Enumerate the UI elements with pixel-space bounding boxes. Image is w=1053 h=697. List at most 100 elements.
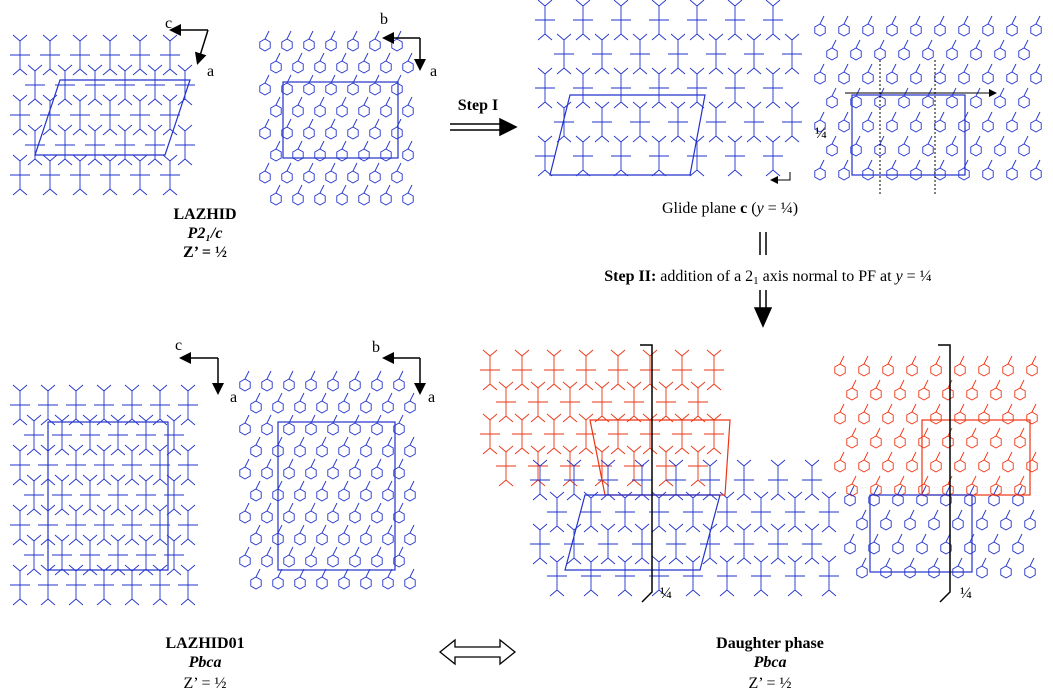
molecule-part bbox=[935, 160, 945, 180]
molecule-part bbox=[875, 40, 885, 60]
molecule-part bbox=[392, 163, 402, 183]
molecule-part bbox=[282, 163, 292, 183]
molecule-part bbox=[905, 510, 915, 530]
molecule-part bbox=[262, 459, 272, 479]
molecule-part bbox=[381, 185, 391, 205]
quarter-label: ¼ bbox=[815, 125, 827, 142]
molecule-part bbox=[983, 160, 993, 180]
molecule-part bbox=[512, 414, 532, 454]
molecule-part bbox=[683, 556, 703, 596]
molecule-part bbox=[887, 16, 897, 36]
molecule-part bbox=[923, 40, 933, 60]
molecule-part bbox=[328, 547, 338, 567]
molecule-part bbox=[350, 503, 360, 523]
molecule-part bbox=[251, 481, 261, 501]
molecule-part bbox=[768, 460, 788, 500]
molecule-part bbox=[905, 558, 915, 578]
molecule-part bbox=[295, 437, 305, 457]
molecule-part bbox=[953, 510, 963, 530]
molecule-part bbox=[10, 35, 30, 75]
molecule-part bbox=[995, 88, 1005, 108]
molecule-part bbox=[260, 75, 270, 95]
molecule-part bbox=[251, 393, 261, 413]
molecule-part bbox=[40, 95, 60, 135]
caption: Pbca bbox=[753, 654, 787, 671]
molecule-part bbox=[372, 547, 382, 567]
caption: Z’ = ½ bbox=[749, 675, 792, 692]
molecule-part bbox=[959, 160, 969, 180]
molecule-part bbox=[611, 136, 631, 176]
molecule-part bbox=[361, 437, 371, 457]
glide-arrow bbox=[772, 172, 790, 180]
molecule-part bbox=[744, 34, 764, 74]
molecule-part bbox=[370, 31, 380, 51]
molecule-part bbox=[859, 452, 869, 472]
molecule-part bbox=[649, 0, 669, 40]
glide-label: Glide plane c (y = ¼) bbox=[662, 200, 798, 217]
molecule-part bbox=[1019, 88, 1029, 108]
molecule-part bbox=[24, 415, 44, 455]
molecule-part bbox=[911, 112, 921, 132]
molecule-part bbox=[989, 534, 999, 554]
molecule-part bbox=[611, 68, 631, 108]
molecule-part bbox=[827, 88, 837, 108]
molecule-part bbox=[911, 64, 921, 84]
molecule-part bbox=[547, 492, 567, 532]
molecule-part bbox=[348, 163, 358, 183]
molecule-part bbox=[372, 415, 382, 435]
molecule-part bbox=[1031, 16, 1041, 36]
unit-cell bbox=[35, 80, 190, 155]
molecule-part bbox=[717, 556, 737, 596]
molecule-part bbox=[383, 437, 393, 457]
molecule-part bbox=[827, 40, 837, 60]
molecule-part bbox=[1025, 510, 1035, 530]
molecule-part bbox=[967, 428, 977, 448]
molecule-part bbox=[955, 404, 965, 424]
molecule-part bbox=[350, 547, 360, 567]
figure: c a b a c a b a LAZHID P2₁/c Z’ = ½ LAZH… bbox=[0, 0, 1053, 697]
molecule-part bbox=[929, 510, 939, 530]
molecule-part bbox=[326, 31, 336, 51]
molecule-part bbox=[725, 136, 745, 176]
molecule-part bbox=[480, 414, 500, 454]
molecule-part bbox=[751, 556, 771, 596]
molecule-part bbox=[959, 16, 969, 36]
molecule-part bbox=[535, 0, 555, 40]
molecule-part bbox=[802, 460, 822, 500]
molecule-part bbox=[271, 53, 281, 73]
molecule-part bbox=[403, 185, 413, 205]
molecule-part bbox=[122, 565, 142, 605]
molecule-part bbox=[108, 415, 128, 455]
molecule-part bbox=[70, 35, 90, 75]
molecule-part bbox=[262, 371, 272, 391]
molecule-part bbox=[328, 415, 338, 435]
molecule-part bbox=[115, 65, 135, 105]
molecule-part bbox=[1001, 510, 1011, 530]
molecule-part bbox=[100, 35, 120, 75]
molecule-part bbox=[405, 569, 415, 589]
molecule-part bbox=[403, 141, 413, 161]
molecule-part bbox=[544, 350, 564, 390]
molecule-part bbox=[164, 535, 184, 575]
molecule-part bbox=[240, 503, 250, 523]
text: = ¼ bbox=[903, 268, 932, 285]
molecule-part bbox=[306, 459, 316, 479]
molecule-part bbox=[328, 371, 338, 391]
molecule-part bbox=[55, 125, 75, 165]
molecule-part bbox=[971, 40, 981, 60]
molecule-part bbox=[38, 385, 58, 425]
molecule-part bbox=[979, 404, 989, 424]
molecule-part bbox=[306, 503, 316, 523]
molecule-part bbox=[943, 380, 953, 400]
molecule-part bbox=[955, 356, 965, 376]
molecule-part bbox=[935, 16, 945, 36]
axis-label: a bbox=[230, 389, 237, 406]
molecule-part bbox=[295, 525, 305, 545]
molecule-part bbox=[150, 445, 170, 485]
molecule-part bbox=[240, 547, 250, 567]
molecule-part bbox=[1019, 40, 1029, 60]
molecule-part bbox=[983, 64, 993, 84]
molecule-part bbox=[899, 88, 909, 108]
text: c bbox=[740, 200, 747, 217]
molecule-part bbox=[947, 88, 957, 108]
